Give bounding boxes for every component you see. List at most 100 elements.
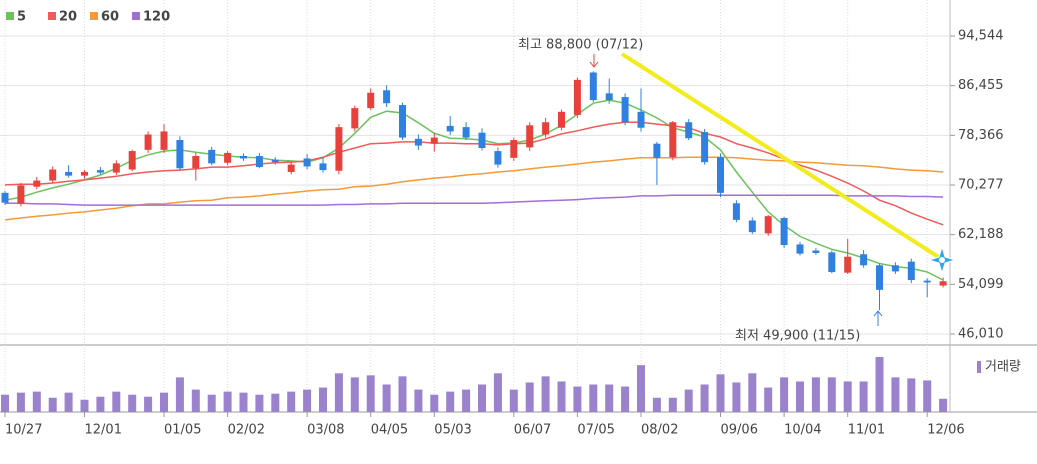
- candle-body: [494, 151, 502, 165]
- volume-bar: [1, 394, 9, 412]
- candle-body: [255, 156, 263, 168]
- volume-bar: [334, 373, 343, 412]
- volume-bar: [80, 399, 89, 412]
- candle-body: [112, 163, 120, 173]
- x-tick-label: 10/04: [784, 423, 821, 438]
- x-tick-label: 01/05: [164, 423, 201, 438]
- volume-bar: [191, 389, 200, 412]
- volume-bar: [827, 377, 836, 412]
- volume-bar: [255, 394, 264, 412]
- volume-bar: [525, 382, 534, 412]
- x-tick-label: 07/05: [577, 423, 614, 438]
- volume-bar: [144, 396, 153, 412]
- candle-body: [367, 92, 375, 109]
- legend-label: 60: [101, 10, 119, 25]
- volume-bar: [398, 376, 407, 412]
- x-tick-label: 11/01: [848, 423, 885, 438]
- volume-bar: [462, 389, 471, 412]
- candle-body: [732, 203, 740, 220]
- legend-swatch: [6, 12, 14, 20]
- x-tick-label: 12/01: [85, 423, 122, 438]
- volume-legend-swatch: [977, 361, 981, 373]
- candle-body: [335, 127, 343, 171]
- candle-body: [1, 192, 9, 203]
- volume-bar: [382, 384, 391, 412]
- volume-bar: [319, 387, 327, 412]
- candle-body: [542, 122, 550, 135]
- volume-bar: [303, 389, 312, 412]
- volume-bar: [684, 389, 693, 412]
- candle-body: [907, 261, 915, 281]
- candle-body: [891, 265, 899, 272]
- candle-body: [717, 157, 724, 193]
- volume-bar: [939, 398, 948, 412]
- volume-bar: [414, 389, 423, 412]
- y-tick-label: 94,544: [958, 29, 1004, 44]
- volume-bar: [509, 389, 518, 412]
- candle-body: [701, 132, 709, 163]
- volume-bar: [96, 396, 105, 412]
- x-tick-label: 02/02: [228, 423, 265, 438]
- volume-bar: [764, 387, 773, 412]
- candle-body: [605, 93, 613, 101]
- volume-bar: [350, 377, 359, 412]
- candle-body: [653, 143, 661, 158]
- volume-bar: [541, 376, 550, 412]
- candle-body: [462, 127, 470, 138]
- volume-bar: [637, 365, 645, 412]
- annotation-high-arrow: [589, 54, 599, 68]
- candle-body: [764, 216, 772, 234]
- volume-bar: [128, 394, 137, 412]
- candle-body: [208, 149, 216, 164]
- candle-body: [923, 280, 931, 283]
- volume-bar: [796, 381, 804, 412]
- volume-bar: [287, 391, 296, 412]
- y-tick-label: 70,277: [958, 178, 1004, 193]
- y-tick-label: 54,099: [958, 277, 1004, 292]
- candle-body: [669, 122, 677, 158]
- candle-body: [589, 72, 597, 101]
- volume-bar: [493, 373, 502, 412]
- annotation-low-arrow: [873, 310, 883, 326]
- candle-body: [844, 256, 852, 273]
- candle-body: [128, 151, 136, 170]
- x-tick-label: 08/02: [641, 423, 678, 438]
- grid: 46,010 54,099 62,188 70,277 78,366 86,455 94,5…: [0, 0, 1004, 438]
- volume-bar: [573, 386, 582, 412]
- volume-bar: [875, 357, 884, 412]
- candle-body: [860, 254, 868, 266]
- volume-bar: [811, 377, 820, 412]
- volume-bar: [700, 384, 709, 412]
- y-tick-label: 78,366: [958, 128, 1004, 143]
- candle-body: [17, 185, 25, 204]
- volume-bar: [589, 384, 598, 412]
- x-tick-label: 06/07: [514, 423, 551, 438]
- candle-body: [240, 156, 247, 159]
- candle-body: [828, 252, 836, 273]
- volume-bar: [223, 391, 232, 412]
- candle-body: [558, 111, 565, 128]
- candle-body: [49, 169, 57, 181]
- candle-body: [573, 79, 581, 115]
- candle-body: [446, 125, 454, 132]
- candle-body: [780, 218, 788, 246]
- volume-bar: [780, 377, 789, 412]
- volume-bar: [64, 392, 73, 412]
- legend-label: 20: [59, 10, 77, 25]
- candle-body: [81, 171, 88, 176]
- legend-label: 5: [17, 10, 26, 25]
- trend-line: [620, 52, 942, 260]
- annotation-high: 최고 88,800 (07/12): [518, 38, 643, 53]
- candle-body: [430, 137, 438, 144]
- crosshair-icon[interactable]: [927, 245, 957, 275]
- candle-body: [510, 140, 518, 158]
- candle-body: [192, 156, 200, 169]
- candle-body: [637, 111, 645, 128]
- candle-body: [796, 244, 804, 254]
- annotation-low: 최저 49,900 (11/15): [735, 329, 860, 344]
- candles: [1, 71, 947, 311]
- x-tick-label: 03/08: [307, 423, 344, 438]
- volume-bar: [748, 373, 757, 412]
- volume-bar: [446, 391, 455, 412]
- volume-bar: [271, 393, 280, 412]
